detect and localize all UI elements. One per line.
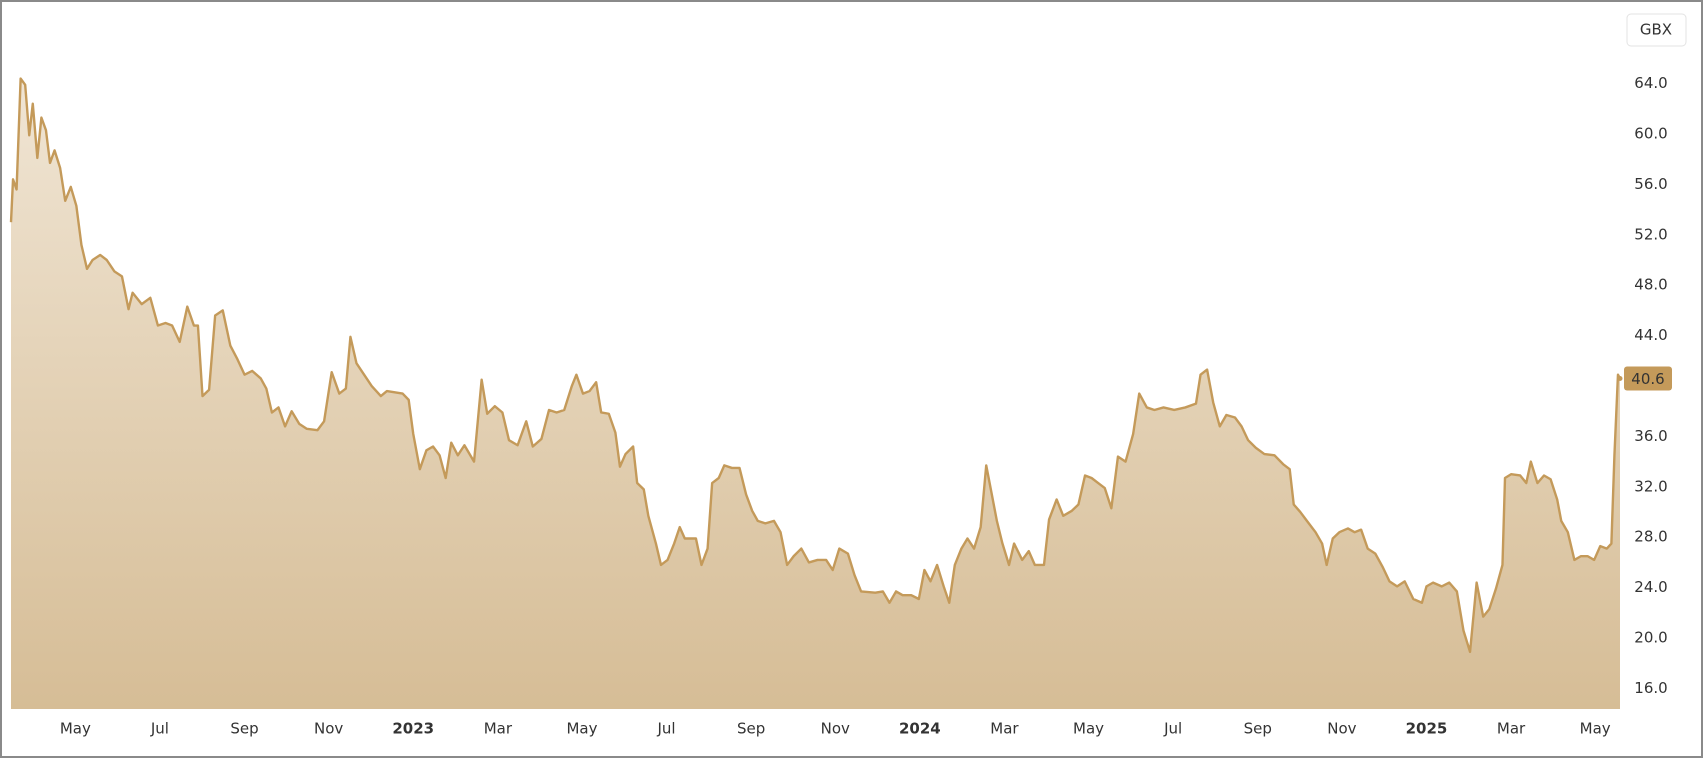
x-tick-label: Jul xyxy=(657,720,676,738)
x-tick-label: May xyxy=(1580,720,1611,738)
y-tick-label: 28.0 xyxy=(1634,528,1667,546)
currency-button[interactable] xyxy=(1626,13,1687,47)
y-tick-label: 64.0 xyxy=(1634,74,1667,92)
x-tick-label: Sep xyxy=(230,720,258,738)
x-tick-label: May xyxy=(566,720,597,738)
x-tick-label: 2024 xyxy=(899,720,941,738)
y-tick-label: 20.0 xyxy=(1634,629,1667,647)
y-tick-label: 32.0 xyxy=(1634,477,1667,495)
currency-label[interactable]: GBX xyxy=(1640,21,1672,39)
x-tick-label: Sep xyxy=(1244,720,1272,738)
y-tick-label: 36.0 xyxy=(1634,427,1667,445)
x-tick-label: Nov xyxy=(314,720,343,738)
x-tick-label: Jul xyxy=(1163,720,1182,738)
price-line xyxy=(9,77,1622,654)
y-tick-label: 24.0 xyxy=(1634,578,1667,596)
y-tick-label: 60.0 xyxy=(1634,124,1667,142)
x-tick-label: Mar xyxy=(484,720,513,738)
x-tick-label: 2025 xyxy=(1406,720,1448,738)
x-tick-label: May xyxy=(1073,720,1104,738)
y-tick-label: 16.0 xyxy=(1634,679,1667,697)
x-tick-label: Nov xyxy=(821,720,850,738)
area-fill xyxy=(11,78,1620,710)
x-tick-label: Sep xyxy=(737,720,765,738)
x-tick-label: 2023 xyxy=(392,720,434,738)
x-tick-label: Nov xyxy=(1327,720,1356,738)
last-price-label: 40.6 xyxy=(1631,370,1664,388)
x-tick-label: Mar xyxy=(990,720,1019,738)
last-price-badge xyxy=(1624,366,1672,391)
x-tick-label: Jul xyxy=(150,720,169,738)
last-price-dot xyxy=(1617,375,1623,381)
x-tick-label: Mar xyxy=(1497,720,1526,738)
y-tick-label: 52.0 xyxy=(1634,225,1667,243)
y-tick-label: 56.0 xyxy=(1634,175,1667,193)
y-tick-label: 44.0 xyxy=(1634,326,1667,344)
x-tick-label: May xyxy=(60,720,91,738)
y-tick-label: 48.0 xyxy=(1634,276,1667,294)
